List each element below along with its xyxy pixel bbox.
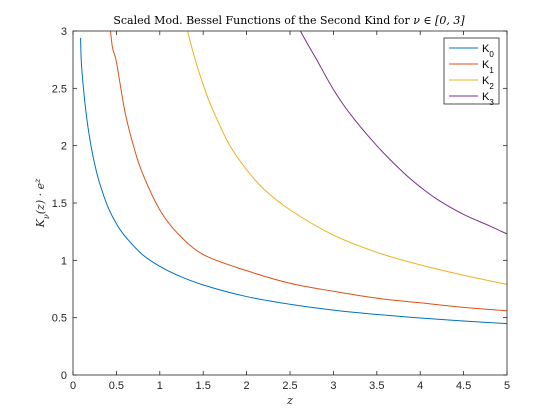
legend-label-k0: K0 xyxy=(482,43,494,59)
x-axis-label: z xyxy=(286,394,293,407)
chart-title: Scaled Mod. Bessel Functions of the Seco… xyxy=(113,14,465,27)
series-layer xyxy=(80,31,507,325)
y-tick-label: 0.5 xyxy=(52,313,67,325)
y-tick-label: 0 xyxy=(61,370,67,382)
series-line-k0 xyxy=(80,37,507,325)
legend-label-k2: K2 xyxy=(482,75,494,91)
x-tick-label: 1.5 xyxy=(196,380,211,392)
x-tick-label: 3.5 xyxy=(369,380,384,392)
legend-label-k1: K1 xyxy=(482,59,494,75)
x-tick-label: 2.5 xyxy=(282,380,297,392)
series-line-k1 xyxy=(109,31,507,312)
series-line-k3 xyxy=(299,31,507,235)
x-tick-label: 4 xyxy=(417,380,423,392)
y-tick-label: 2 xyxy=(61,141,67,153)
axes-box xyxy=(72,30,508,376)
x-tick-label: 0 xyxy=(70,380,76,392)
x-tick-label: 1 xyxy=(157,380,163,392)
series-line-k2 xyxy=(187,31,507,285)
x-tick-label: 5 xyxy=(504,380,510,392)
y-tick-label: 2.5 xyxy=(52,83,67,95)
legend-box xyxy=(443,37,500,105)
tick-layer: 0 0.5 1 1.5 2 2.5 3 3.5 4 4.5 5 0 0.5 1 1.5 2 2.5 3 xyxy=(52,26,510,392)
x-tick-label: 4.5 xyxy=(456,380,471,392)
legend-label-k3: K3 xyxy=(482,91,494,107)
plot-area xyxy=(73,31,507,375)
x-tick-label: 2 xyxy=(244,380,250,392)
y-axis-label: Kν(z) · ez xyxy=(33,178,51,228)
y-tick-label: 3 xyxy=(61,26,67,38)
y-tick-label: 1 xyxy=(61,255,67,267)
x-tick-label: 0.5 xyxy=(109,380,124,392)
x-tick-label: 3 xyxy=(330,380,336,392)
y-tick-label: 1.5 xyxy=(52,198,67,210)
